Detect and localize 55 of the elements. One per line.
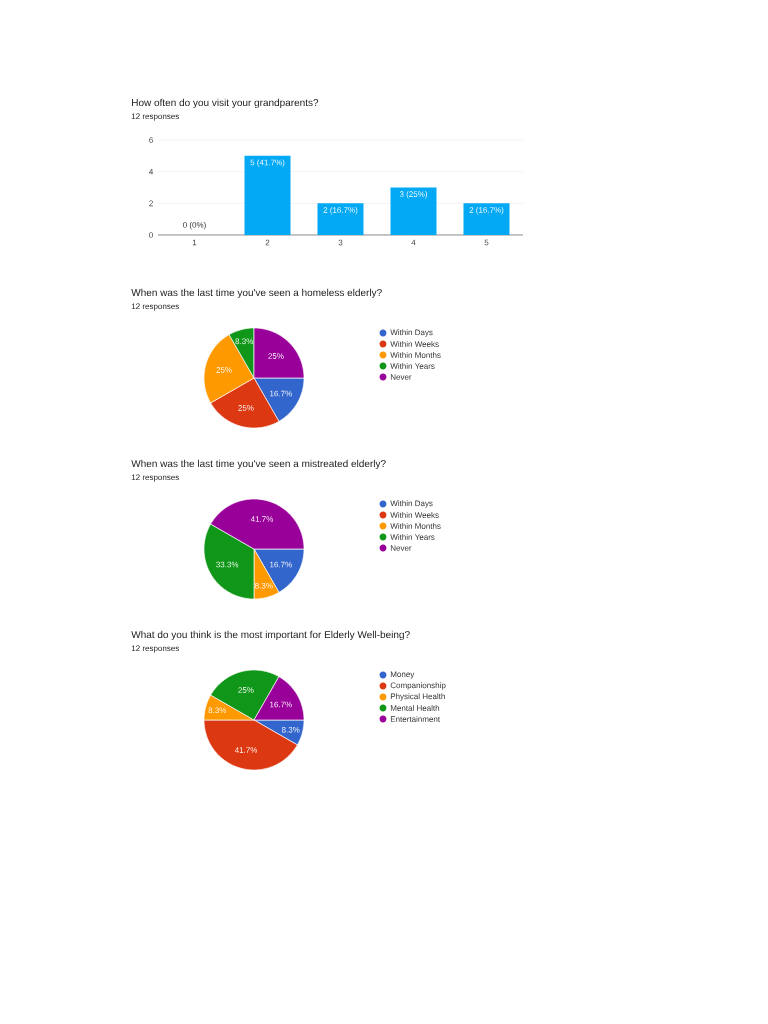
bar (244, 155, 291, 235)
chart-title: How often do you visit your grandparents? (132, 98, 319, 109)
data-label: 8.3% (255, 582, 273, 589)
legend-label: Money (390, 671, 415, 679)
chart-subtitle: 12 responses (131, 303, 180, 311)
y-tick-label: 2 (149, 200, 153, 207)
legend-label: Within Days (390, 500, 433, 508)
x-tick-label: 1 (192, 239, 197, 246)
data-label: 16.7% (270, 390, 292, 397)
data-label: 25% (216, 367, 232, 373)
bar (317, 203, 364, 235)
legend-label: Within Years (390, 363, 435, 369)
y-tick-label: 0 (149, 232, 153, 238)
legend-label: Within Months (390, 352, 441, 358)
chart-title: What do you think is the most important for Elderly Well-being? (131, 630, 410, 641)
chart-subtitle: 12 responses (131, 474, 180, 482)
legend-label: Physical Health (390, 693, 445, 701)
data-label: 33.3% (216, 561, 239, 568)
data-label: 41.7% (234, 747, 258, 753)
x-tick-label: 4 (411, 239, 416, 246)
data-label: 2 (16.7%) (323, 206, 358, 215)
legend-label: Within Days (390, 329, 433, 337)
legend-label: Within Months (390, 523, 441, 529)
legend-label: Mental Health (390, 705, 440, 711)
legend-label: Never (390, 374, 412, 380)
data-label: 16.7% (270, 561, 292, 568)
data-label: 0 (0%) (183, 221, 206, 230)
bar (463, 203, 510, 235)
data-label: 16.7% (270, 701, 292, 708)
chart-subtitle: 12 responses (131, 645, 180, 653)
data-label: 8.3% (208, 707, 227, 714)
data-label: 8.3% (281, 726, 300, 733)
y-tick-label: 6 (149, 137, 153, 143)
legend-label: Companionship (390, 682, 446, 690)
data-label: 8.3% (235, 338, 254, 345)
data-label: 5 (41.7%) (250, 159, 285, 167)
legend-label: Within Weeks (390, 341, 439, 347)
legend-label: Within Weeks (390, 512, 439, 518)
data-label: 3 (25%) (399, 191, 427, 199)
data-label: 2 (16.7%) (469, 206, 504, 215)
legend-label: Never (390, 545, 412, 551)
legend-label: Within Years (390, 534, 435, 540)
chart-title: When was the last time you've seen a mistreated elderly? (131, 459, 386, 470)
x-tick-label: 3 (338, 239, 343, 246)
y-tick-label: 4 (149, 168, 154, 175)
bar (390, 187, 437, 235)
legend-label: Entertainment (390, 716, 441, 722)
chart-title: When was the last time you've seen a homeless elderly? (131, 288, 382, 299)
x-tick-label: 5 (484, 239, 489, 246)
data-label: 25% (238, 405, 254, 411)
data-label: 25% (268, 353, 284, 359)
data-label: 41.7% (250, 516, 274, 522)
x-tick-label: 2 (265, 239, 270, 246)
chart-subtitle: 12 responses (131, 113, 180, 121)
data-label: 25% (238, 687, 254, 693)
